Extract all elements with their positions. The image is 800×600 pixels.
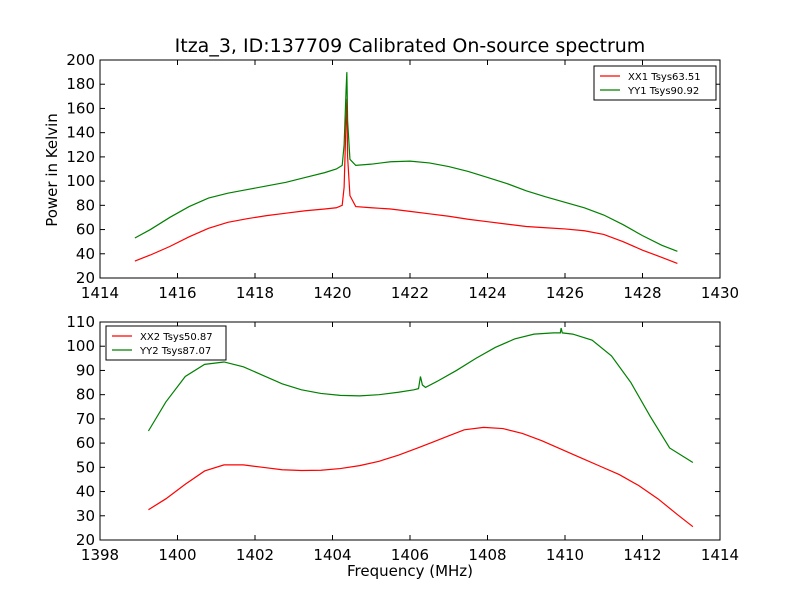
bottom-y-tick-label: 50 — [76, 458, 95, 476]
top-series-group — [134, 72, 678, 265]
bottom-x-tick-label: 1404 — [313, 546, 351, 564]
top-y-tick-label: 100 — [66, 172, 95, 190]
bottom-y-tick-label: 80 — [76, 386, 95, 404]
top-y-tick-label: 200 — [66, 51, 95, 69]
bottom-y-tick-label: 60 — [76, 434, 95, 452]
bottom-x-tick-label: 1412 — [623, 546, 661, 564]
top-x-tick-label: 1414 — [81, 284, 119, 302]
top-y-tick-label: 60 — [76, 221, 95, 239]
bottom-x-tick-label: 1414 — [701, 546, 739, 564]
bottom-y-tick-label: 100 — [66, 337, 95, 355]
top-y-tick-label: 40 — [76, 245, 95, 263]
top-x-tick-label: 1426 — [546, 284, 584, 302]
top-x-tick-label: 1416 — [158, 284, 196, 302]
bottom-y-tick-label: 70 — [76, 410, 95, 428]
bottom-y-tick-label: 40 — [76, 483, 95, 501]
bottom-x-tick-label: 1398 — [81, 546, 119, 564]
bottom-legend-box — [105, 325, 227, 361]
top-x-tick-label: 1428 — [623, 284, 661, 302]
bottom-y-tick-label: 20 — [76, 531, 95, 549]
top-y-axis-label: Power in Kelvin — [43, 113, 61, 227]
top-y-tick-label: 80 — [76, 196, 95, 214]
bottom-series-group — [147, 327, 694, 528]
bottom-legend-label-2: YY2 Tsys87.07 — [139, 346, 211, 357]
top-y-tick-label: 140 — [66, 124, 95, 142]
top-legend-label-1: XX1 Tsys63.51 — [628, 72, 701, 83]
bottom-y-tick-label: 90 — [76, 361, 95, 379]
top-x-tick-label: 1422 — [391, 284, 429, 302]
bottom-x-tick-label: 1410 — [546, 546, 584, 564]
bottom-series-line-2 — [147, 327, 694, 463]
chart-title: Itza_3, ID:137709 Calibrated On-source s… — [175, 35, 646, 57]
bottom-legend-label-1: XX2 Tsys50.87 — [140, 332, 213, 343]
bottom-x-tick-label: 1408 — [468, 546, 506, 564]
top-x-tick-label: 1424 — [468, 284, 506, 302]
bottom-plot-area: 1398 1400 1402 1404 1406 1408 1410 1412 1414 20 30… — [66, 313, 739, 564]
bottom-x-tick-label: 1402 — [236, 546, 274, 564]
top-x-tick-label: 1418 — [236, 284, 274, 302]
top-x-tick-label: 1420 — [313, 284, 351, 302]
top-panel: Itza_3, ID:137709 Calibrated On-source s… — [43, 35, 739, 302]
top-x-tick-label: 1430 — [701, 284, 739, 302]
top-series-line-1 — [134, 98, 678, 265]
top-legend-box — [593, 65, 717, 101]
bottom-y-tick-label: 30 — [76, 507, 95, 525]
top-y-tick-label: 120 — [66, 148, 95, 166]
bottom-y-tick-label: 110 — [66, 313, 95, 331]
bottom-panel: Frequency (MHz) 1398 1400 1402 1404 1406 1408… — [66, 313, 739, 580]
top-legend: XX1 Tsys63.51 YY1 Tsys90.92 — [593, 65, 717, 101]
top-plot-area: 1414 1416 1418 1420 1422 1424 1426 1428 1430 20 40… — [66, 51, 739, 302]
top-legend-label-2: YY1 Tsys90.92 — [627, 86, 699, 97]
x-axis-label: Frequency (MHz) — [347, 562, 473, 580]
bottom-series-line-1 — [148, 426, 694, 528]
top-y-tick-label: 160 — [66, 99, 95, 117]
top-y-tick-label: 180 — [66, 75, 95, 93]
bottom-legend: XX2 Tsys50.87 YY2 Tsys87.07 — [105, 325, 227, 361]
bottom-x-tick-label: 1406 — [391, 546, 429, 564]
top-y-tick-label: 20 — [76, 269, 95, 287]
bottom-x-tick-label: 1400 — [158, 546, 196, 564]
top-series-line-2 — [134, 72, 678, 252]
